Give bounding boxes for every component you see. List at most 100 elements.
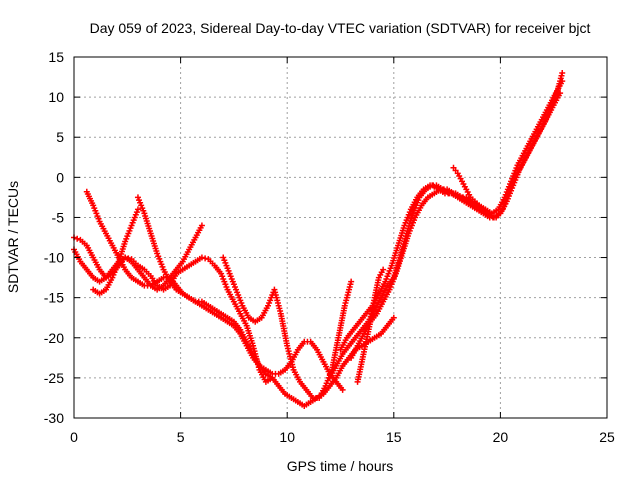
data-point-trail [486, 211, 495, 220]
data-point-trail [226, 316, 235, 324]
data-point-trail [92, 275, 101, 284]
data-point-trail [72, 248, 83, 263]
data-point-trail [213, 308, 222, 316]
data-point-trail [234, 289, 245, 307]
data-point-trail [104, 268, 114, 279]
data-point-trail [188, 296, 197, 304]
data-point-trail [174, 284, 185, 295]
data-point-trail [221, 257, 232, 274]
data-point-trail [456, 172, 464, 182]
data-point-trail [335, 305, 348, 339]
data-point-trail [464, 189, 473, 198]
data-point-trail [467, 199, 476, 208]
data-point-trail [400, 232, 411, 255]
data-point [390, 314, 397, 321]
data-point-trail [377, 269, 385, 278]
data-point-trail [85, 244, 95, 259]
data-point-trail [110, 261, 121, 278]
data-point-trail [104, 277, 115, 291]
data-point-trail [377, 281, 387, 295]
data-point [198, 254, 205, 261]
data-point-trail [537, 120, 547, 134]
data-point-trail [328, 365, 338, 379]
y-tick-label: -15 [44, 290, 64, 306]
data-point-trail [341, 356, 351, 367]
y-tick-label: 0 [56, 169, 64, 185]
data-point-trail [174, 260, 185, 271]
data-point-trail [258, 364, 268, 375]
data-point-trail [502, 181, 513, 198]
x-tick-label: 10 [279, 429, 295, 445]
data-point-trail [372, 297, 383, 311]
data-point-trail [238, 329, 249, 343]
data-point-trail [511, 168, 522, 186]
data-point-trail [461, 195, 470, 204]
data-point-trail [79, 238, 88, 247]
data-point-trail [338, 337, 349, 351]
data-point-trail [244, 341, 255, 355]
data-point-trail [441, 187, 451, 196]
data-point-trail [98, 275, 107, 284]
x-tick-label: 0 [70, 429, 78, 445]
y-tick-label: -10 [44, 250, 64, 266]
y-tick-label: 15 [48, 49, 64, 65]
data-point-trail [162, 283, 171, 292]
data-point-trail [168, 280, 178, 291]
data-point-trail [413, 204, 424, 219]
data-point-trail [270, 376, 281, 387]
data-point-trail [244, 325, 256, 347]
data-point-trail [161, 268, 172, 283]
y-tick-label: 10 [48, 89, 64, 105]
data-point-trail [194, 300, 203, 308]
data-point-trail [207, 258, 216, 267]
data-point-trail [296, 400, 306, 408]
data-point-trail [415, 188, 426, 199]
data-point-trail [232, 301, 243, 315]
y-tick-label: 5 [56, 129, 64, 145]
data-point-trail [515, 152, 526, 166]
data-point-trail [187, 236, 198, 251]
data-point-trail [142, 212, 153, 234]
data-point-trail [517, 156, 528, 170]
data-point [348, 278, 355, 285]
data-point-trail [379, 324, 389, 335]
data-point-trail [201, 300, 210, 308]
data-point-trail [360, 320, 370, 331]
data-point-trail [427, 191, 436, 200]
tick-labels: 0 5 10 15 20 25 -30 -25 -20 -15 -10 -5 0 5 10 15 [44, 49, 615, 445]
data-point-trail [364, 304, 374, 315]
data-point-trail [155, 253, 166, 270]
data-point-trail [84, 191, 96, 207]
data-point-trail [201, 304, 210, 312]
data-point-trail [251, 353, 262, 367]
y-axis-label: SDTVAR / TECUs [5, 181, 21, 293]
data-point-trail [207, 304, 216, 312]
data-point-trail [149, 279, 159, 288]
data-point-trail [543, 104, 554, 122]
data-point-trail [232, 320, 242, 331]
data-point-trail [334, 380, 345, 391]
data-point-trail [321, 361, 332, 375]
data-point-trail [334, 353, 345, 367]
data-point-trail [74, 235, 81, 242]
data-point-trail [181, 263, 190, 272]
data-point [339, 386, 346, 393]
data-point-trail [92, 287, 101, 296]
y-tick-label: -5 [52, 209, 65, 225]
data-point-trail [244, 345, 255, 359]
data-point-trail [123, 225, 134, 242]
data-point-trail [379, 285, 390, 299]
data-point-trail [142, 276, 153, 287]
data-point-trail [168, 268, 178, 279]
y-tick-label: -25 [44, 370, 64, 386]
data-point-trail [226, 320, 235, 328]
data-point-trail [91, 256, 102, 271]
data-point-trail [162, 276, 172, 287]
data-point-trail [296, 340, 306, 351]
data-point-trail [524, 144, 535, 158]
data-point-trail [549, 88, 560, 106]
data-point-trail [509, 164, 520, 182]
data-point-trail [247, 316, 257, 324]
data-point-trail [202, 255, 209, 262]
